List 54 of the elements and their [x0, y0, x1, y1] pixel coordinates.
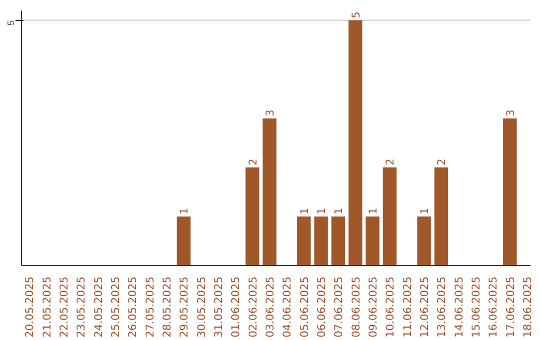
- x-tick-label: 01.06.2025: [229, 276, 242, 338]
- bar: [314, 216, 328, 266]
- x-tick-label: 20.05.2025: [23, 276, 36, 338]
- data-label: 2: [435, 158, 448, 166]
- x-tick-label: 30.05.2025: [194, 276, 208, 338]
- data-label: 1: [332, 208, 346, 214]
- data-label: 3: [264, 110, 277, 116]
- x-tick-label: 08.06.2025: [349, 276, 362, 338]
- x-tick-label: 21.05.2025: [40, 276, 54, 338]
- x-tick-label: 09.06.2025: [366, 276, 380, 338]
- bar: [297, 216, 311, 266]
- bar: [382, 167, 397, 266]
- data-label: 1: [178, 208, 191, 214]
- x-tick-label: 13.06.2025: [435, 276, 448, 338]
- x-tick-label: 28.05.2025: [160, 276, 174, 338]
- x-tick-label: 03.06.2025: [264, 276, 277, 338]
- bar: [246, 167, 260, 266]
- bar: [348, 20, 362, 266]
- bar: [417, 216, 431, 266]
- bar: [176, 216, 191, 266]
- x-tick-label: 23.05.2025: [74, 276, 88, 338]
- bar: [366, 216, 380, 266]
- data-label: 1: [366, 208, 380, 214]
- x-tick-label: 02.06.2025: [246, 276, 260, 338]
- bar: [331, 216, 346, 266]
- x-tick-label: 14.06.2025: [452, 276, 466, 338]
- x-tick-label: 18.06.2025: [521, 276, 534, 338]
- x-tick-label: 17.06.2025: [504, 276, 517, 338]
- data-label: 1: [315, 208, 328, 214]
- x-tick-label: 11.06.2025: [400, 276, 414, 338]
- x-tick-label: 27.05.2025: [143, 276, 156, 338]
- x-tick-label: 31.05.2025: [212, 276, 226, 338]
- x-tick-label: 05.06.2025: [298, 276, 311, 338]
- x-tick-label: 10.06.2025: [384, 276, 397, 338]
- x-tick-label: 07.06.2025: [332, 276, 346, 338]
- data-label: 5: [349, 12, 362, 18]
- data-label: 3: [504, 110, 517, 116]
- x-tick-label: 06.06.2025: [315, 276, 328, 338]
- x-tick-label: 24.05.2025: [92, 276, 105, 338]
- x-tick-label: 25.05.2025: [109, 276, 122, 338]
- data-label: 1: [418, 208, 432, 214]
- x-tick-label: 12.06.2025: [418, 276, 432, 338]
- data-label: 1: [298, 208, 311, 214]
- bar: [434, 167, 448, 266]
- x-tick-label: 15.06.2025: [470, 276, 483, 338]
- data-label: 2: [384, 158, 397, 166]
- bar: [503, 118, 517, 266]
- x-tick-label: 04.06.2025: [280, 276, 294, 338]
- bar: [262, 118, 276, 266]
- x-tick-label: 16.06.2025: [486, 276, 500, 338]
- x-tick-label: 26.05.2025: [126, 276, 140, 338]
- x-tick-label: 29.05.2025: [178, 276, 191, 338]
- data-label: 2: [246, 158, 260, 166]
- x-tick-label: 22.05.2025: [58, 276, 71, 338]
